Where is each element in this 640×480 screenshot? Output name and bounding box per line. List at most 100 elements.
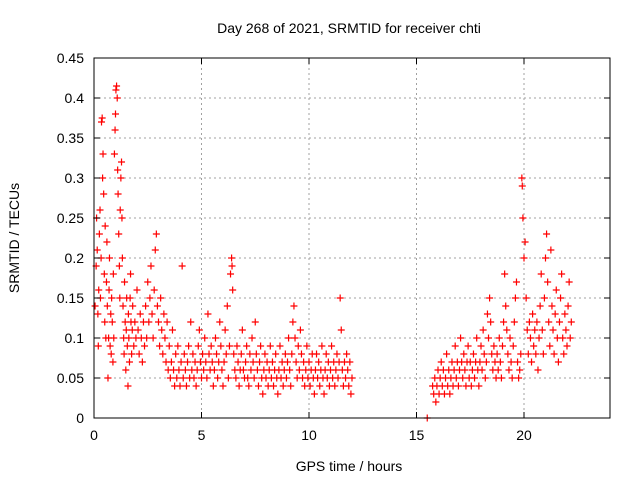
data-point <box>495 334 503 342</box>
data-point <box>213 350 221 358</box>
data-point <box>165 342 173 350</box>
data-point <box>158 326 166 334</box>
data-point <box>496 358 504 366</box>
data-point <box>166 374 174 382</box>
data-point <box>100 190 108 198</box>
data-point <box>322 350 330 358</box>
chart-title: Day 268 of 2021, SRMTID for receiver cht… <box>217 20 481 36</box>
data-point <box>168 326 176 334</box>
data-point <box>147 262 155 270</box>
data-point <box>107 350 115 358</box>
data-point <box>520 254 528 262</box>
data-point <box>534 366 542 374</box>
data-point <box>530 342 538 350</box>
data-point <box>316 382 324 390</box>
data-point <box>446 390 454 398</box>
data-point <box>499 342 506 350</box>
data-point <box>98 114 106 122</box>
data-point <box>180 350 188 358</box>
data-point <box>313 350 321 358</box>
data-point <box>328 342 336 350</box>
data-point <box>134 326 142 334</box>
data-point <box>536 302 544 310</box>
data-point <box>100 270 108 278</box>
data-point <box>99 150 107 158</box>
data-point <box>550 350 558 358</box>
data-point <box>459 374 467 382</box>
data-point <box>518 182 526 190</box>
data-point <box>480 350 488 358</box>
data-point <box>181 366 189 374</box>
data-point <box>507 358 515 366</box>
data-point <box>125 358 133 366</box>
data-point <box>504 350 512 358</box>
data-point <box>471 374 479 382</box>
data-point <box>526 334 534 342</box>
data-point <box>473 334 481 342</box>
data-point <box>118 158 126 166</box>
data-point <box>295 366 303 374</box>
data-point <box>209 382 217 390</box>
data-point <box>233 342 241 350</box>
data-point <box>555 318 563 326</box>
data-point <box>334 374 342 382</box>
data-point <box>562 326 570 334</box>
data-point <box>254 382 262 390</box>
data-point <box>228 262 236 270</box>
data-point <box>91 302 99 310</box>
data-point <box>561 310 569 318</box>
data-point <box>159 350 167 358</box>
data-point <box>539 350 547 358</box>
data-point <box>514 358 522 366</box>
data-point <box>517 350 525 358</box>
data-point <box>105 286 113 294</box>
data-point <box>117 174 125 182</box>
data-point <box>485 334 493 342</box>
x-tick-label: 20 <box>516 427 532 443</box>
data-point <box>347 390 355 398</box>
data-points <box>91 82 575 422</box>
data-point <box>565 278 573 286</box>
data-point <box>512 278 520 286</box>
data-point <box>478 366 486 374</box>
y-tick-label: 0.45 <box>57 50 84 66</box>
data-point <box>486 294 494 302</box>
data-point <box>187 318 195 326</box>
data-point <box>342 374 350 382</box>
y-axis-label: SRMTID / TECUs <box>6 183 22 293</box>
x-tick-labels: 0 5 10 15 20 <box>90 427 532 443</box>
data-point <box>454 382 462 390</box>
data-point <box>540 294 548 302</box>
data-point <box>199 350 207 358</box>
data-point <box>238 326 246 334</box>
data-point <box>281 350 289 358</box>
data-point <box>101 318 109 326</box>
data-point <box>214 374 222 382</box>
data-point <box>533 318 541 326</box>
data-point <box>205 350 213 358</box>
data-point <box>296 326 304 334</box>
data-point <box>505 366 513 374</box>
data-point <box>532 350 540 358</box>
data-point <box>108 318 116 326</box>
data-point <box>528 358 536 366</box>
data-point <box>121 278 129 286</box>
data-point <box>451 342 459 350</box>
data-point <box>123 342 131 350</box>
data-point <box>94 310 102 318</box>
data-point <box>336 294 344 302</box>
y-tick-label: 0.05 <box>57 370 84 386</box>
data-point <box>501 270 509 278</box>
data-point <box>239 366 247 374</box>
data-point <box>548 302 556 310</box>
data-point <box>266 342 274 350</box>
data-point <box>138 358 146 366</box>
data-point <box>551 310 559 318</box>
data-point <box>103 238 111 246</box>
y-tick-label: 0.15 <box>57 290 84 306</box>
data-point <box>122 366 130 374</box>
data-point <box>190 374 198 382</box>
data-point <box>234 358 242 366</box>
data-point <box>131 318 139 326</box>
data-point <box>535 334 543 342</box>
